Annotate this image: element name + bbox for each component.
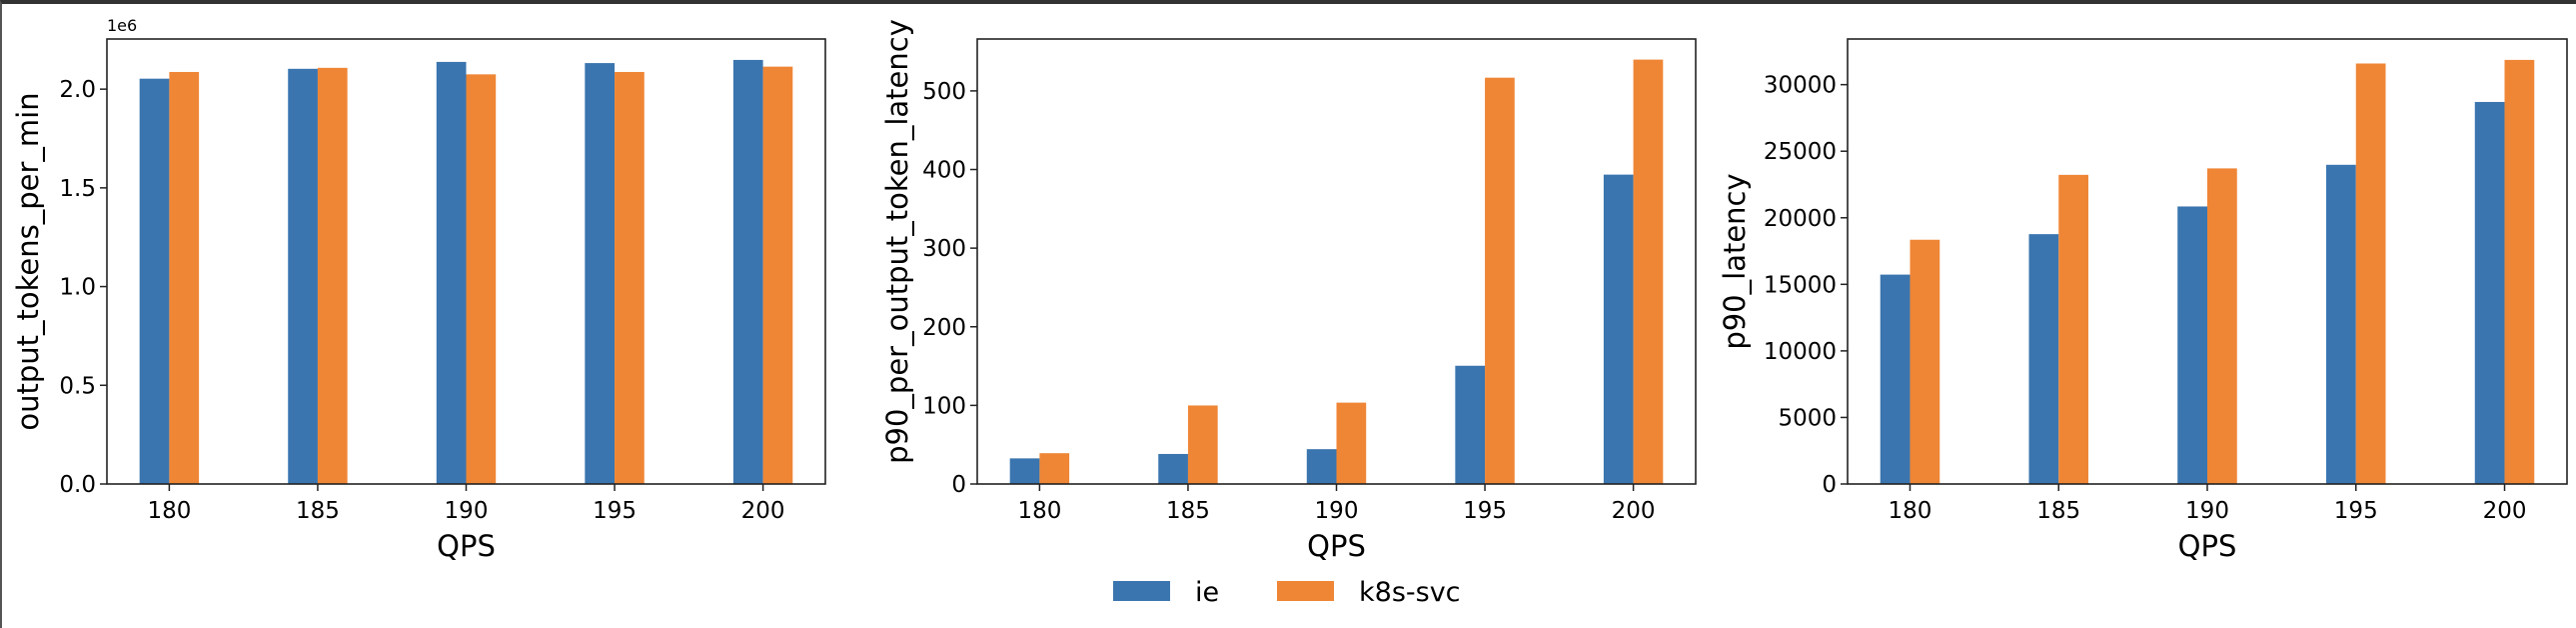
- y-tick-label: 15000: [1764, 272, 1837, 298]
- y-tick-label: 300: [922, 236, 966, 262]
- bar-ie-180: [1880, 274, 1911, 484]
- x-tick-label: 185: [1166, 498, 1210, 524]
- bar-ie-185: [1158, 453, 1188, 484]
- x-tick-label: 195: [2334, 498, 2378, 524]
- y-tick-label: 25000: [1764, 139, 1837, 165]
- y-axis-label: output_tokens_per_min: [11, 92, 45, 430]
- chart-2: 0 100 200 300 400 500 180 185 190 195 200 QPS p90_pe…: [880, 19, 1697, 563]
- bar-k8s-svc-190: [2207, 168, 2237, 484]
- bar-k8s-svc-195: [2355, 63, 2386, 484]
- x-tick-label: 190: [2185, 498, 2229, 524]
- bar-ie-185: [288, 68, 318, 484]
- bar-ie-185: [2028, 234, 2059, 484]
- bar-ie-200: [732, 59, 763, 484]
- y-tick-label: 10000: [1764, 339, 1837, 365]
- bar-k8s-svc-185: [1187, 405, 1218, 484]
- bar-k8s-svc-200: [2504, 59, 2535, 484]
- bar-k8s-svc-200: [762, 66, 793, 484]
- x-axis-label: QPS: [2178, 529, 2237, 563]
- y-tick-label: 0: [1822, 472, 1837, 498]
- legend-swatch: [1277, 581, 1334, 601]
- y-tick-label: 1.5: [59, 176, 96, 202]
- y-axis-label: p90_per_output_token_latency: [880, 19, 914, 464]
- x-axis-label: QPS: [1307, 529, 1366, 563]
- bar-ie-200: [1603, 174, 1634, 484]
- bar-k8s-svc-195: [1485, 77, 1515, 484]
- bar-k8s-svc-195: [615, 71, 644, 484]
- legend-label: k8s-svc: [1359, 577, 1461, 608]
- y-tick-label: 0: [951, 472, 966, 498]
- x-tick-label: 185: [2036, 498, 2080, 524]
- x-tick-label: 180: [147, 498, 191, 524]
- x-tick-label: 200: [2483, 498, 2527, 524]
- y-tick-label: 100: [922, 393, 966, 419]
- y-tick-label: 2.0: [59, 77, 96, 103]
- bar-ie-195: [1455, 365, 1486, 484]
- y-tick-label: 5000: [1778, 405, 1837, 431]
- x-tick-label: 180: [1017, 498, 1061, 524]
- bar-k8s-svc-180: [1039, 453, 1070, 484]
- y-tick-label: 1.0: [59, 275, 96, 301]
- y-tick-label: 200: [922, 315, 966, 341]
- bar-k8s-svc-185: [317, 67, 348, 484]
- legend-label: ie: [1195, 577, 1219, 608]
- chart-3: 0 5000 10000 15000 20000 25000 30000 180 185 190 1…: [1718, 38, 2568, 563]
- bar-ie-180: [139, 78, 170, 484]
- bar-k8s-svc-180: [169, 71, 200, 484]
- figure-svg: 0.0 0.5 1.0 1.5 2.0 180 185 190 195 200 QPS output_…: [11, 16, 2568, 608]
- legend-swatch: [1113, 581, 1170, 601]
- bar-ie-195: [585, 63, 616, 485]
- y-tick-label: 0.0: [59, 472, 96, 498]
- y-tick-label: 0.5: [59, 373, 96, 399]
- y-tick-label: 30000: [1764, 73, 1837, 99]
- x-tick-label: 195: [1463, 498, 1507, 524]
- bar-k8s-svc-200: [1633, 59, 1664, 485]
- x-tick-label: 180: [1889, 498, 1932, 524]
- bar-ie-200: [2474, 101, 2505, 485]
- bar-ie-190: [1306, 449, 1337, 484]
- y-tick-label: 400: [922, 158, 966, 184]
- bar-ie-180: [1009, 458, 1040, 484]
- bar-k8s-svc-190: [1336, 402, 1367, 484]
- y-axis-label: p90_latency: [1718, 173, 1752, 349]
- legend-item-k8s-svc: k8s-svc: [1277, 577, 1461, 608]
- y-tick-label: 500: [922, 79, 966, 105]
- bar-k8s-svc-190: [466, 74, 497, 485]
- bar-k8s-svc-180: [1910, 239, 1940, 484]
- legend-item-ie: ie: [1113, 577, 1219, 608]
- x-tick-label: 190: [445, 498, 489, 524]
- legend: ie k8s-svc: [1113, 577, 1461, 608]
- x-tick-label: 185: [296, 498, 340, 524]
- x-tick-label: 200: [1612, 498, 1656, 524]
- x-tick-label: 200: [741, 498, 785, 524]
- bar-k8s-svc-185: [2058, 174, 2088, 484]
- y-tick-label: 20000: [1764, 206, 1837, 232]
- bar-ie-190: [436, 61, 467, 484]
- x-axis-label: QPS: [437, 529, 496, 563]
- bar-ie-195: [2326, 164, 2356, 484]
- y-offset-label: 1e6: [107, 16, 137, 35]
- x-tick-label: 190: [1315, 498, 1359, 524]
- bar-ie-190: [2177, 206, 2207, 484]
- x-tick-label: 195: [593, 498, 637, 524]
- chart-1: 0.0 0.5 1.0 1.5 2.0 180 185 190 195 200 QPS output_…: [11, 16, 826, 563]
